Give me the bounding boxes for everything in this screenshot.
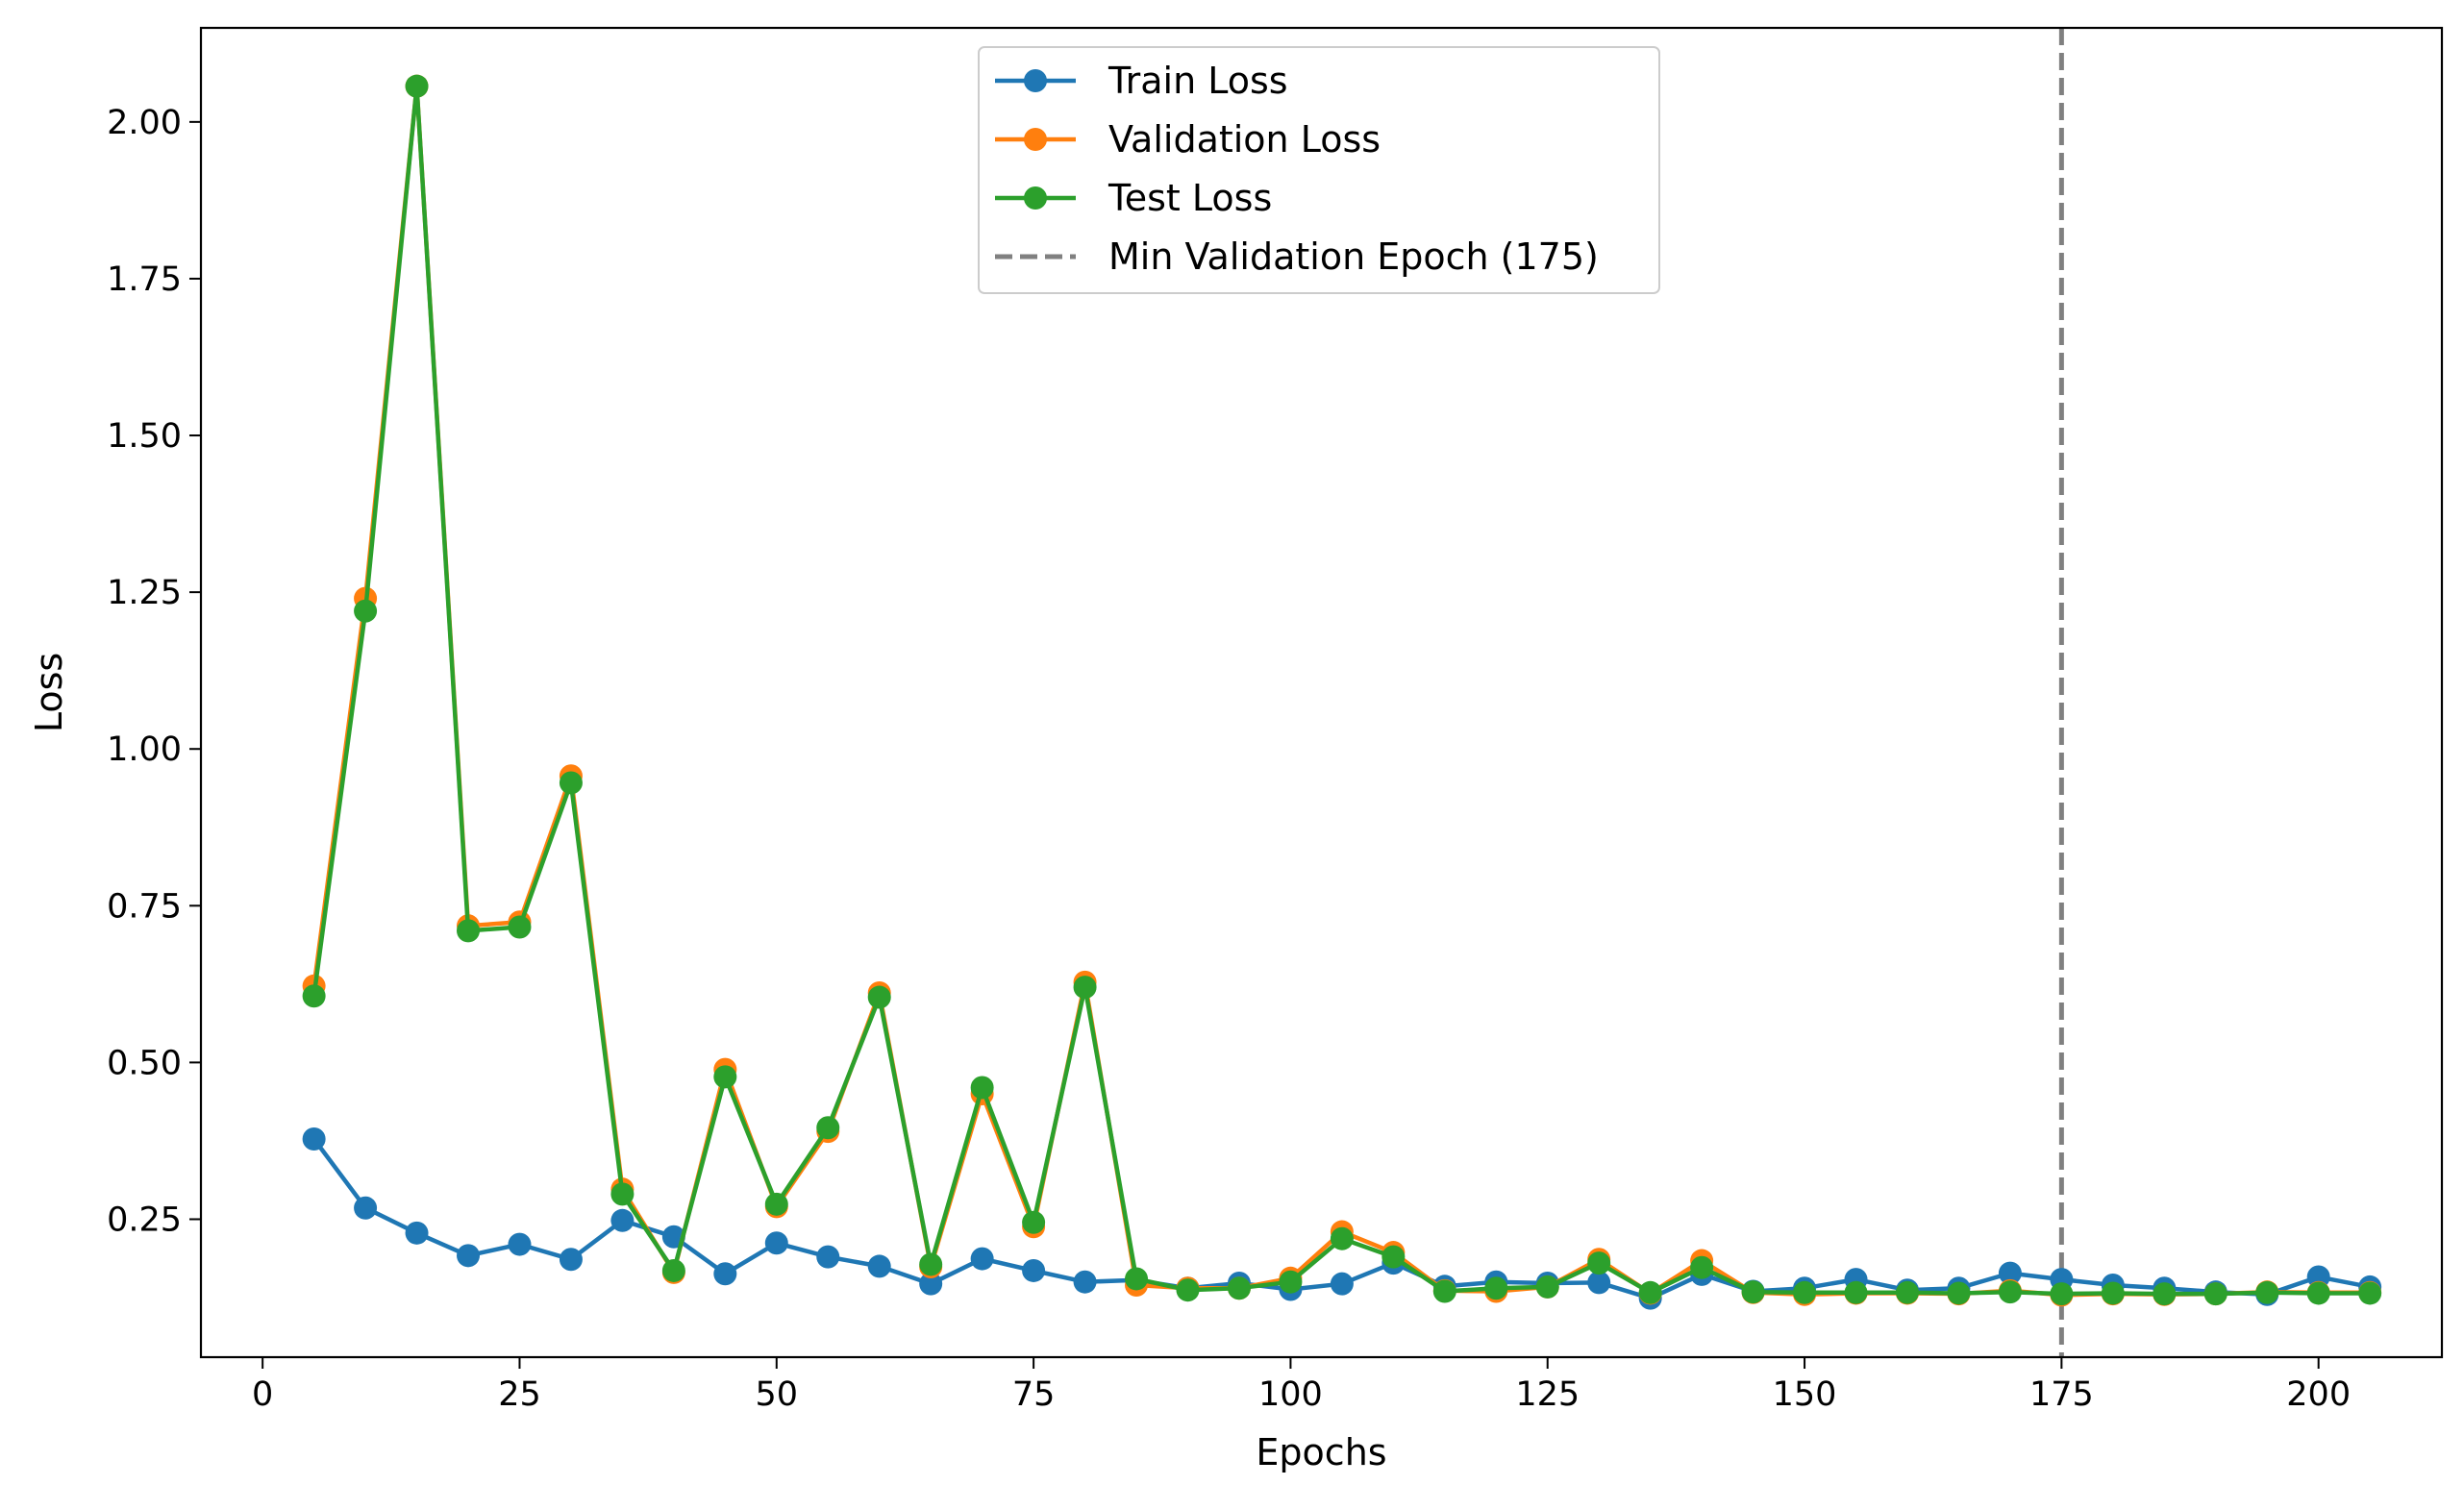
legend-label-train-loss: Train Loss (1108, 60, 1288, 102)
train-loss-point (406, 1222, 429, 1245)
test-loss-point (1022, 1211, 1045, 1234)
train-loss-point (765, 1231, 788, 1254)
train-loss-point (457, 1244, 480, 1267)
test-loss-point (662, 1259, 685, 1282)
legend-label-validation-loss: Validation Loss (1108, 118, 1381, 161)
y-tick-label: 0.75 (107, 887, 182, 926)
y-axis-label: Loss (28, 653, 70, 732)
test-loss-point (560, 771, 583, 794)
legend-marker-validation-loss (1024, 128, 1047, 151)
test-loss-point (919, 1252, 942, 1275)
train-loss-point (560, 1248, 583, 1271)
y-tick-label: 1.25 (107, 574, 182, 612)
test-loss-point (765, 1193, 788, 1216)
test-loss-point (1074, 976, 1097, 999)
x-tick-label: 0 (252, 1375, 273, 1414)
y-tick-label: 1.00 (107, 730, 182, 769)
test-loss-point (1742, 1280, 1765, 1303)
train-loss-point (1074, 1271, 1097, 1294)
test-loss-point (1536, 1275, 1559, 1299)
test-loss-point (1331, 1227, 1354, 1250)
test-loss-point (971, 1076, 994, 1099)
test-loss-point (1587, 1251, 1610, 1275)
x-tick-label: 150 (1773, 1375, 1837, 1414)
test-loss-point (1484, 1276, 1507, 1300)
test-loss-point (1896, 1281, 1919, 1304)
x-axis-label: Epochs (1256, 1431, 1386, 1473)
test-loss-point (2307, 1281, 2330, 1304)
test-loss-point (2255, 1281, 2278, 1304)
test-loss-point (868, 986, 891, 1009)
train-loss-point (713, 1262, 736, 1285)
test-loss-point (1793, 1281, 1816, 1304)
train-loss-point (816, 1246, 839, 1269)
test-loss-point (1433, 1280, 1456, 1303)
legend-label-test-loss: Test Loss (1108, 177, 1272, 219)
test-loss-point (610, 1182, 634, 1205)
test-loss-point (1639, 1281, 1662, 1304)
test-loss-point (1228, 1276, 1251, 1300)
x-tick-label: 100 (1258, 1375, 1323, 1414)
test-loss-point (303, 984, 326, 1007)
train-loss-point (1331, 1273, 1354, 1296)
test-loss-point (406, 75, 429, 98)
test-loss-point (1279, 1271, 1302, 1294)
x-tick-label: 175 (2029, 1375, 2094, 1414)
test-loss-point (816, 1116, 839, 1139)
train-loss-point (868, 1254, 891, 1277)
legend: Train Loss Validation Loss Test Loss Min Va… (979, 47, 1659, 293)
test-loss-point (1125, 1267, 1148, 1290)
y-tick-label: 0.50 (107, 1044, 182, 1082)
test-loss-point (1176, 1278, 1199, 1301)
legend-marker-train-loss (1024, 69, 1047, 92)
train-loss-point (303, 1127, 326, 1151)
test-loss-point (2153, 1282, 2176, 1305)
y-tick-label: 2.00 (107, 104, 182, 142)
test-loss-point (457, 919, 480, 942)
test-loss-point (2204, 1282, 2228, 1305)
test-loss-point (2102, 1281, 2125, 1304)
train-loss-point (354, 1197, 377, 1220)
test-loss-point (2050, 1282, 2073, 1305)
test-loss-point (2358, 1281, 2381, 1304)
x-tick-label: 50 (756, 1375, 799, 1414)
y-tick-label: 0.25 (107, 1201, 182, 1239)
test-loss-point (1999, 1280, 2022, 1303)
x-tick-label: 75 (1012, 1375, 1056, 1414)
legend-label-min-validation: Min Validation Epoch (175) (1108, 235, 1599, 278)
test-loss-point (1381, 1246, 1405, 1269)
x-tick-label: 25 (498, 1375, 541, 1414)
test-loss-point (508, 915, 531, 938)
train-loss-point (508, 1233, 531, 1256)
test-loss-point (713, 1065, 736, 1088)
train-loss-point (1022, 1259, 1045, 1282)
test-loss-point (1947, 1281, 1970, 1304)
y-tick-label: 1.75 (107, 260, 182, 299)
x-tick-label: 125 (1515, 1375, 1580, 1414)
x-tick-label: 200 (2286, 1375, 2351, 1414)
test-loss-point (1690, 1256, 1713, 1279)
train-loss-point (971, 1248, 994, 1271)
test-loss-point (1845, 1281, 1868, 1304)
test-loss-point (354, 600, 377, 623)
train-loss-point (610, 1209, 634, 1232)
legend-marker-test-loss (1024, 186, 1047, 210)
y-tick-label: 1.50 (107, 417, 182, 456)
